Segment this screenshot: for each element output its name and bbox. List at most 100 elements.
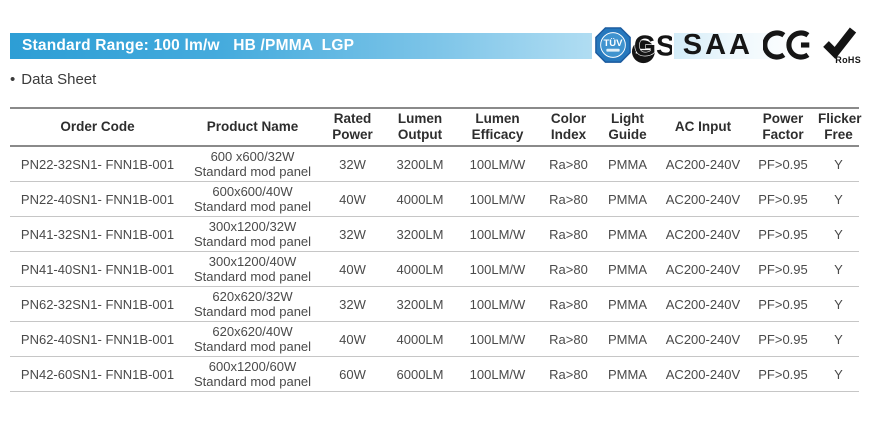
cell-color-index: Ra>80 [540,356,597,392]
cell-ac-input: AC200-240V [658,251,748,287]
cell-color-index: Ra>80 [540,181,597,217]
cell-lumen-output: 3200LM [385,146,455,182]
saa-logo: SAA [682,28,753,61]
table-row: PN62-32SN1- FNN1B-001 620x620/32W Standar… [10,286,859,322]
ce-icon [763,30,810,60]
cell-flicker-free: Y [818,286,859,322]
table-row: PN42-60SN1- FNN1B-001 600x1200/60W Standa… [10,356,859,392]
rohs-check-icon [823,27,857,60]
cell-light-guide: PMMA [597,251,658,287]
table-row: PN41-40SN1- FNN1B-001 300x1200/40W Standa… [10,251,859,287]
cell-light-guide: PMMA [597,216,658,252]
bullet-icon: • [10,71,16,88]
cell-lumen-efficacy: 100LM/W [455,321,540,357]
cell-light-guide: PMMA [597,286,658,322]
banner-title: Standard Range: 100 lm/w HB /PMMA LGP [22,37,355,54]
cell-product-name: 600x600/40W Standard mod panel [185,181,320,217]
cell-flicker-free: Y [818,181,859,217]
rohs-mark: RoHS [821,25,861,65]
cell-lumen-output: 6000LM [385,356,455,392]
cell-lumen-efficacy: 100LM/W [455,216,540,252]
cell-power-factor: PF>0.95 [748,356,818,392]
tuv-icon: TÜV [594,27,631,63]
cell-flicker-free: Y [818,356,859,392]
column-header-rated-power: Rated Power [320,107,385,147]
cell-ac-input: AC200-240V [658,286,748,322]
cell-flicker-free: Y [818,216,859,252]
cell-lumen-output: 4000LM [385,321,455,357]
table-body: PN22-32SN1- FNN1B-001 600 x600/32W Standa… [10,146,859,392]
cell-order-code: PN42-60SN1- FNN1B-001 [10,356,185,392]
svg-text:TÜV: TÜV [603,38,623,49]
table-header: Order Code Product Name Rated Power Lume… [10,107,862,147]
cell-order-code: PN41-40SN1- FNN1B-001 [10,251,185,287]
cell-ac-input: AC200-240V [658,181,748,217]
table-row: PN41-32SN1- FNN1B-001 300x1200/32W Standa… [10,216,859,252]
section-title-text: Data Sheet [21,71,97,88]
cell-product-name: 620x620/32W Standard mod panel [185,286,320,322]
column-header-ac-input: AC Input [658,107,748,147]
cell-color-index: Ra>80 [540,216,597,252]
cell-product-name: 600 x600/32W Standard mod panel [185,146,320,182]
cell-lumen-efficacy: 100LM/W [455,286,540,322]
cell-order-code: PN22-40SN1- FNN1B-001 [10,181,185,217]
cell-product-name: 300x1200/32W Standard mod panel [185,216,320,252]
cell-ac-input: AC200-240V [658,356,748,392]
rohs-label: RoHS [835,55,861,65]
cell-lumen-efficacy: 100LM/W [455,251,540,287]
column-header-lumen-output: Lumen Output [385,107,455,147]
cell-ac-input: AC200-240V [658,146,748,182]
cell-lumen-output: 3200LM [385,216,455,252]
cell-product-name: 620x620/40W Standard mod panel [185,321,320,357]
cell-product-name: 600x1200/60W Standard mod panel [185,356,320,392]
cell-ac-input: AC200-240V [658,321,748,357]
banner: Standard Range: 100 lm/w HB /PMMA LGP [10,33,855,59]
cell-color-index: Ra>80 [540,251,597,287]
column-header-light-guide: Light Guide [597,107,658,147]
certification-logos: TÜV GS SAA RoHS [591,22,861,68]
cell-lumen-efficacy: 100LM/W [455,146,540,182]
column-header-color-index: Color Index [540,107,597,147]
cell-lumen-efficacy: 100LM/W [455,181,540,217]
table-row: PN22-32SN1- FNN1B-001 600 x600/32W Standa… [10,146,859,182]
cell-ac-input: AC200-240V [658,216,748,252]
column-header-order-code: Order Code [10,107,185,147]
svg-text:GS: GS [634,30,672,62]
column-header-lumen-efficacy: Lumen Efficacy [455,107,540,147]
cell-flicker-free: Y [818,321,859,357]
cell-rated-power: 40W [320,321,385,357]
cell-lumen-output: 4000LM [385,181,455,217]
cell-power-factor: PF>0.95 [748,146,818,182]
tuv-gs-badge-group: TÜV GS [591,24,674,66]
cell-rated-power: 32W [320,146,385,182]
cell-light-guide: PMMA [597,146,658,182]
cell-color-index: Ra>80 [540,146,597,182]
section-title: • Data Sheet [10,71,96,88]
cell-flicker-free: Y [818,251,859,287]
cell-rated-power: 32W [320,216,385,252]
column-header-power-factor: Power Factor [748,107,818,147]
cell-lumen-efficacy: 100LM/W [455,356,540,392]
cell-product-name: 300x1200/40W Standard mod panel [185,251,320,287]
table-row: PN22-40SN1- FNN1B-001 600x600/40W Standar… [10,181,859,217]
cell-light-guide: PMMA [597,356,658,392]
column-header-product-name: Product Name [185,107,320,147]
cell-power-factor: PF>0.95 [748,181,818,217]
spec-table: Order Code Product Name Rated Power Lume… [10,107,862,392]
gs-icon: GS [631,30,672,64]
cell-light-guide: PMMA [597,181,658,217]
table-row: PN62-40SN1- FNN1B-001 620x620/40W Standar… [10,321,859,357]
cell-light-guide: PMMA [597,321,658,357]
cell-color-index: Ra>80 [540,321,597,357]
cell-rated-power: 60W [320,356,385,392]
cell-power-factor: PF>0.95 [748,321,818,357]
cell-order-code: PN62-32SN1- FNN1B-001 [10,286,185,322]
cell-rated-power: 32W [320,286,385,322]
cell-lumen-output: 3200LM [385,286,455,322]
cell-lumen-output: 4000LM [385,251,455,287]
cell-power-factor: PF>0.95 [748,286,818,322]
cell-power-factor: PF>0.95 [748,251,818,287]
cell-power-factor: PF>0.95 [748,216,818,252]
cell-rated-power: 40W [320,251,385,287]
